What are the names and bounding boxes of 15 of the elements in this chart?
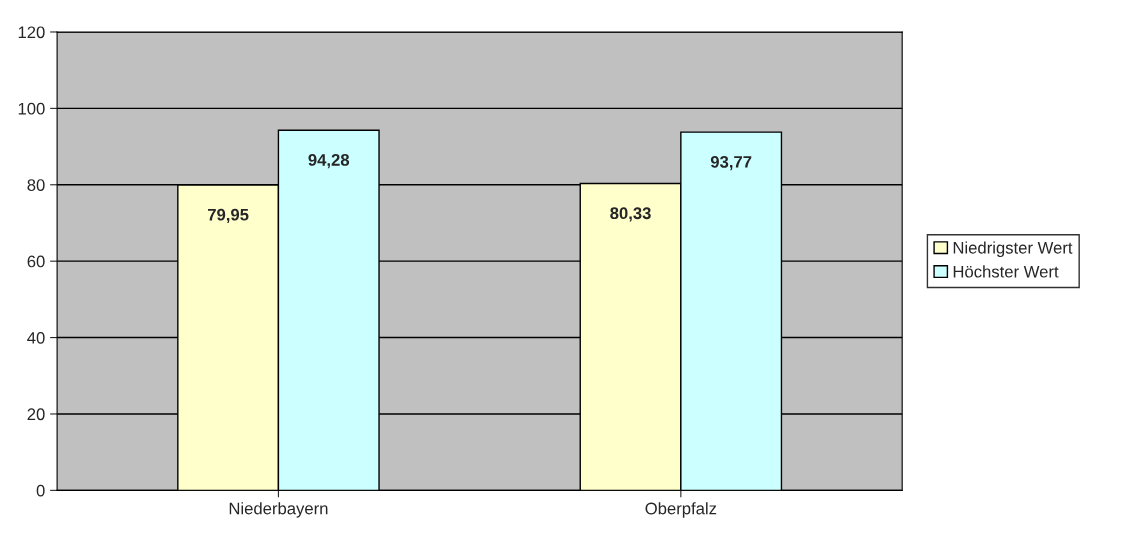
x-tick-label: Niederbayern xyxy=(229,502,328,518)
data-label: 79,95 xyxy=(207,208,249,223)
y-tick-label: 120 xyxy=(18,26,45,39)
legend-label: Höchster Wert xyxy=(953,265,1059,278)
y-tick-label: 100 xyxy=(18,102,45,115)
data-label: 80,33 xyxy=(610,207,651,222)
y-tick-label: 0 xyxy=(36,484,45,497)
y-tick-label: 20 xyxy=(27,408,45,421)
y-tick-label: 40 xyxy=(27,331,45,344)
data-label: 94,28 xyxy=(308,154,350,169)
x-tick-label: Oberpfalz xyxy=(645,502,717,518)
y-tick-label: 80 xyxy=(27,179,45,191)
data-label: 93,77 xyxy=(710,155,752,171)
legend-label: Niedrigster Wert xyxy=(953,241,1073,257)
y-tick-label: 60 xyxy=(27,255,45,268)
